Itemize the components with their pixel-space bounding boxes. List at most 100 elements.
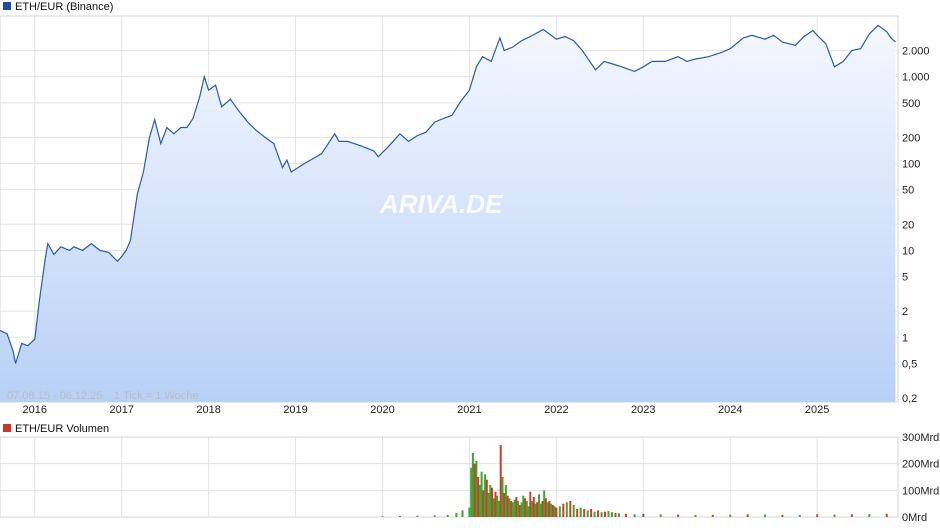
volume-bar [492, 498, 495, 517]
volume-bar [446, 514, 449, 517]
volume-bar [885, 513, 888, 517]
price-legend-label: ETH/EUR (Binance) [15, 1, 113, 13]
volume-bar [833, 514, 836, 517]
x-tick-label: 2016 [23, 404, 47, 416]
volume-bar [536, 502, 539, 517]
volume-bar [416, 515, 419, 517]
price-area [0, 25, 896, 403]
volume-bar [583, 509, 586, 517]
volume-bar [503, 493, 506, 517]
volume-bar [569, 501, 572, 517]
volume-bar [482, 490, 485, 517]
volume-panel: ETH/EUR Volumen 0Mrd 100Mrd 200Mrd 300Mrd [0, 423, 939, 524]
volume-bar [868, 514, 871, 517]
x-tick-label: 2018 [196, 404, 220, 416]
volume-bar [518, 505, 521, 517]
volume-bar [485, 479, 488, 517]
volume-y-tick-label: 300Mrd [902, 432, 939, 444]
volume-y-tick-label: 0Mrd [902, 512, 927, 524]
volume-bar [513, 499, 516, 517]
volume-bar [531, 501, 533, 517]
volume-bar [501, 477, 504, 517]
volume-bar [624, 513, 627, 517]
volume-bar [529, 491, 532, 517]
x-tick-label: 2019 [283, 404, 307, 416]
volume-bar [433, 515, 436, 517]
volume-bar [517, 501, 520, 517]
volume-bar [553, 506, 556, 517]
volume-bar [527, 506, 530, 517]
volume-bar [534, 503, 537, 517]
volume-bar [729, 514, 732, 517]
volume-bar [546, 502, 549, 517]
volume-bar [494, 491, 497, 517]
volume-bar [633, 514, 636, 517]
volume-bar [541, 501, 544, 517]
price-x-axis: 2016 2017 2018 2019 2020 2021 2022 2023 2024 2025 [23, 404, 830, 416]
volume-bar [576, 509, 579, 517]
volume-bar [504, 485, 507, 517]
volume-bar [496, 495, 499, 517]
date-range-label: 07.08.15 - 06.12.25 [7, 390, 102, 402]
volume-bar [543, 490, 546, 517]
volume-bar [473, 463, 476, 517]
price-y-tick-label: 100 [902, 159, 920, 171]
volume-grid [0, 436, 898, 518]
volume-bar [798, 514, 801, 517]
volume-bar [711, 514, 714, 517]
volume-legend-label: ETH/EUR Volumen [15, 423, 109, 435]
x-tick-label: 2024 [718, 404, 742, 416]
price-y-tick-label: 10 [902, 245, 914, 257]
volume-bar [558, 506, 561, 517]
volume-bar [524, 498, 527, 517]
volume-bar [572, 505, 575, 517]
volume-bar [850, 514, 853, 517]
x-tick-label: 2017 [109, 404, 133, 416]
volume-bar [816, 514, 819, 517]
price-y-tick-label: 2 [902, 306, 908, 318]
volume-bar [484, 474, 487, 517]
volume-bar [586, 510, 589, 517]
x-tick-label: 2022 [544, 404, 568, 416]
volume-y-axis: 0Mrd 100Mrd 200Mrd 300Mrd [902, 432, 939, 524]
volume-bar [487, 493, 490, 517]
volume-y-tick-label: 100Mrd [902, 485, 939, 497]
volume-bar [593, 511, 596, 517]
volume-bar [677, 514, 680, 517]
volume-bar [618, 513, 620, 517]
price-y-tick-label: 1 [902, 332, 908, 344]
volume-bars [381, 445, 888, 517]
volume-y-tick-label: 200Mrd [902, 459, 939, 471]
volume-bar [781, 514, 784, 517]
volume-plot-frame [0, 436, 899, 518]
price-y-axis: 0,2 0,5 1 2 5 10 20 50 100 200 500 1.000 2.000 [902, 46, 930, 405]
volume-bar [565, 502, 568, 517]
price-y-tick-label: 500 [902, 98, 920, 110]
volume-bar [489, 485, 492, 517]
price-y-tick-label: 0,5 [902, 358, 917, 370]
x-tick-label: 2023 [631, 404, 655, 416]
volume-bar [548, 501, 551, 517]
volume-bar [506, 495, 509, 517]
interval-label: 1 Tick = 1 Woche [114, 390, 198, 402]
price-y-tick-label: 2.000 [902, 46, 930, 58]
x-tick-label: 2020 [370, 404, 394, 416]
volume-bar [381, 516, 384, 517]
volume-bar [471, 453, 474, 517]
volume-bar [398, 515, 401, 517]
volume-bar [764, 514, 766, 517]
volume-bar [478, 485, 481, 517]
volume-bar [470, 467, 473, 517]
price-legend-marker [3, 2, 11, 10]
volume-bar [544, 498, 547, 517]
volume-bar [597, 510, 600, 517]
volume-bar [550, 503, 553, 517]
price-y-tick-label: 5 [902, 272, 908, 284]
volume-bar [607, 511, 610, 517]
volume-bar [498, 501, 500, 517]
volume-bar [562, 503, 565, 517]
price-y-tick-label: 50 [902, 185, 914, 197]
volume-bar [520, 502, 523, 517]
price-y-tick-label: 0,2 [902, 393, 917, 405]
